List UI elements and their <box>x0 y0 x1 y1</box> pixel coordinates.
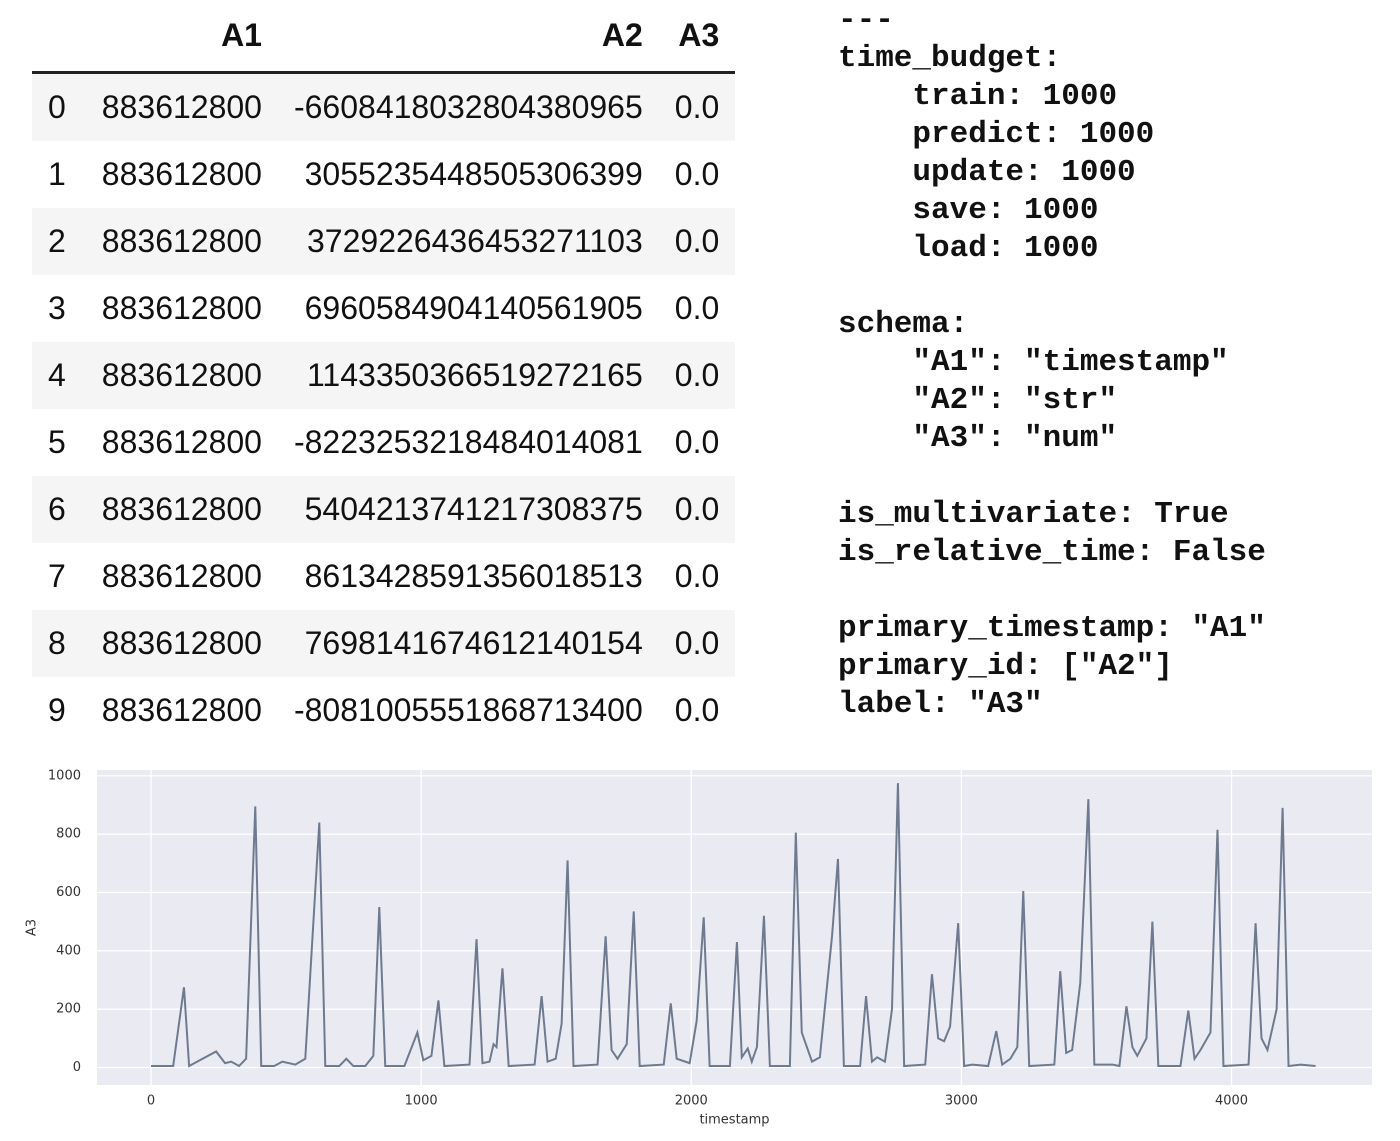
table-cell: 0.0 <box>674 155 720 192</box>
config-line: update: 1000 <box>838 155 1136 190</box>
column-header: A3 <box>658 0 736 74</box>
x-tick-label: 1000 <box>405 1094 438 1109</box>
config-block: is_multivariate: True is_relative_time: F… <box>838 496 1266 572</box>
x-tick-label: 0 <box>147 1094 155 1109</box>
table-row: 2 883612800 3729226436453271103 0.0 <box>32 207 736 275</box>
row-index: 8 <box>32 609 86 677</box>
table-row: 0 883612800 -6608418032804380965 0.0 <box>32 72 736 141</box>
config-line: time_budget: <box>838 41 1062 76</box>
header-cell <box>32 0 86 74</box>
row-index: 5 <box>48 423 66 460</box>
plot-background <box>97 770 1372 1085</box>
table-cell: 3055235448505306399 <box>304 155 643 192</box>
table-cell: 1143350366519272165 <box>277 341 659 409</box>
config-line: is_multivariate: True <box>838 497 1229 532</box>
table-cell: 6960584904140561905 <box>304 289 643 326</box>
row-index: 3 <box>48 289 66 326</box>
table-cell: 0.0 <box>658 475 736 543</box>
y-axis-label: A3 <box>25 919 40 936</box>
config-block: schema: "A1": "timestamp" "A2": "str" "A… <box>838 306 1266 458</box>
row-index: 4 <box>32 341 86 409</box>
table-row: 8 883612800 7698141674612140154 0.0 <box>32 609 736 677</box>
config-line: --- <box>838 3 894 38</box>
table-cell: 0.0 <box>658 609 736 677</box>
config-line: train: 1000 <box>838 79 1118 114</box>
chart: 0 200 400 600 800 1000 0 1000 2000 3000 4000 timest… <box>25 768 1372 1128</box>
config-line: "A3": "num" <box>838 421 1118 456</box>
table-cell: -6608418032804380965 <box>277 72 659 141</box>
table-cell: 0.0 <box>658 72 736 141</box>
config-line: save: 1000 <box>838 193 1099 228</box>
config-line: load: 1000 <box>838 231 1099 266</box>
y-tick-label: 200 <box>56 1002 81 1017</box>
row-index: 2 <box>32 207 86 275</box>
config-line: label: "A3" <box>838 687 1043 722</box>
config-line: predict: 1000 <box>838 117 1155 152</box>
x-tick-label: 4000 <box>1215 1094 1248 1109</box>
row-index: 9 <box>48 691 66 728</box>
config-line: is_relative_time: False <box>838 535 1266 570</box>
x-tick-label: 3000 <box>945 1094 978 1109</box>
table-cell: 7698141674612140154 <box>277 609 659 677</box>
table-cell: 0.0 <box>674 289 720 326</box>
y-tick-label: 400 <box>56 943 81 958</box>
data-line <box>151 783 1316 1068</box>
row-index: 7 <box>48 557 66 594</box>
table-row: 5 883612800 -8223253218484014081 0.0 <box>32 409 735 476</box>
table-cell: 0.0 <box>658 341 736 409</box>
table-cell: 883612800 <box>85 475 278 543</box>
config-block: --- time_budget: train: 1000 predict: 100… <box>838 2 1266 268</box>
table-cell: 3729226436453271103 <box>277 207 659 275</box>
table-row: 3 883612800 6960584904140561905 0.0 <box>32 275 735 342</box>
table-cell: 883612800 <box>85 72 278 141</box>
config-line: primary_id: ["A2"] <box>838 649 1173 684</box>
table-cell: 883612800 <box>101 557 262 594</box>
y-tick-label: 600 <box>56 885 81 900</box>
config-text: --- time_budget: train: 1000 predict: 100… <box>838 2 1266 762</box>
y-tick-label: 800 <box>56 827 81 842</box>
config-line: "A2": "str" <box>838 383 1118 418</box>
table-cell: 0.0 <box>674 557 720 594</box>
y-tick-label: 0 <box>73 1060 81 1075</box>
table-cell: 883612800 <box>101 423 262 460</box>
table-cell: 5404213741217308375 <box>277 475 659 543</box>
table-cell: 883612800 <box>101 289 262 326</box>
row-index: 1 <box>48 155 66 192</box>
table-row: 7 883612800 8613428591356018513 0.0 <box>32 543 735 610</box>
column-header: A2 <box>277 0 659 74</box>
x-tick-label: 2000 <box>675 1094 708 1109</box>
table-cell: 883612800 <box>85 341 278 409</box>
table-row: 9 883612800 -8081005551868713400 0.0 <box>32 677 735 744</box>
config-line: primary_timestamp: "A1" <box>838 611 1266 646</box>
table-cell: 883612800 <box>85 207 278 275</box>
table-cell: 0.0 <box>674 691 720 728</box>
data-table: A1 A2 A3 0 883612800 -6608418032804380965 0.0 1… <box>32 0 736 744</box>
table-cell: -8081005551868713400 <box>293 691 643 728</box>
config-block: primary_timestamp: "A1" primary_id: ["A2"… <box>838 610 1266 724</box>
table-row: 1 883612800 3055235448505306399 0.0 <box>32 141 735 208</box>
table-cell: 0.0 <box>658 207 736 275</box>
column-header: A1 <box>85 0 278 74</box>
table-cell: -8223253218484014081 <box>293 423 643 460</box>
config-line: schema: <box>838 307 969 342</box>
table-row: 4 883612800 1143350366519272165 0.0 <box>32 341 736 409</box>
table-cell: 0.0 <box>674 423 720 460</box>
table-cell: 883612800 <box>85 609 278 677</box>
table-row: 6 883612800 5404213741217308375 0.0 <box>32 475 736 543</box>
row-index: 0 <box>32 72 86 141</box>
table-cell: 883612800 <box>101 155 262 192</box>
row-index: 6 <box>32 475 86 543</box>
table-cell: 8613428591356018513 <box>304 557 643 594</box>
config-line: "A1": "timestamp" <box>838 345 1229 380</box>
table-cell: 883612800 <box>101 691 262 728</box>
x-axis-label: timestamp <box>699 1113 769 1128</box>
y-tick-label: 1000 <box>48 768 81 783</box>
